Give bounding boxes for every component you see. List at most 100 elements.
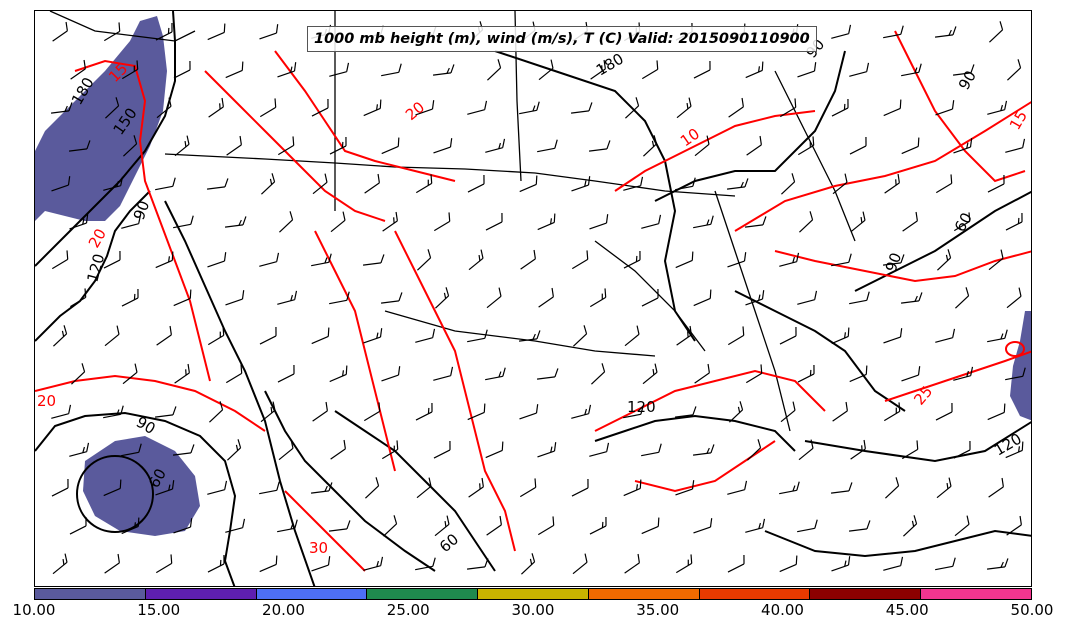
wind-barb <box>154 406 177 418</box>
wind-barb <box>121 517 140 535</box>
wind-barb <box>487 59 502 81</box>
wind-barb <box>174 363 190 384</box>
height-label-180-top: 180 <box>593 50 627 80</box>
height-contour-150 <box>35 11 176 267</box>
wind-barb <box>365 477 380 499</box>
wind-barb <box>1005 441 1024 459</box>
wind-barb <box>675 177 696 191</box>
wind-barb <box>538 59 554 81</box>
wind-barb <box>901 440 919 460</box>
temp-label-20-west: 20 <box>85 225 110 251</box>
wind-barb <box>415 402 433 421</box>
wind-barb <box>466 558 489 570</box>
wind-barb <box>209 401 224 423</box>
wind-barb <box>797 290 818 305</box>
wind-barb <box>103 176 124 191</box>
wind-speed-shading <box>35 16 1031 536</box>
colorbar-tick-label: 10.00 <box>12 601 56 619</box>
wind-barb <box>486 515 502 536</box>
wind-barb <box>952 64 975 76</box>
wind-barb <box>103 479 122 497</box>
colorbar-tick-label: 30.00 <box>511 601 555 619</box>
wind-barb <box>156 97 172 119</box>
wind-barb <box>728 97 744 118</box>
wind-barb <box>781 173 796 195</box>
wind-barb <box>103 405 124 419</box>
wind-barb <box>831 98 849 117</box>
temp-label-15-ne: 15 <box>1006 107 1031 133</box>
wind-barb <box>311 556 331 572</box>
wind-barb <box>121 288 139 307</box>
wind-barb <box>122 363 138 385</box>
wind-barb <box>693 518 713 534</box>
wind-barb <box>172 444 195 456</box>
wind-barb <box>69 214 89 230</box>
wind-barb <box>987 174 1005 193</box>
wind-barb <box>52 553 68 575</box>
wind-barb <box>883 99 902 117</box>
wind-barb <box>883 556 904 571</box>
height-label-120-w: 120 <box>83 252 108 284</box>
wind-barb <box>537 213 556 231</box>
height-label-60-se: 60 <box>436 530 462 556</box>
wind-barb <box>51 250 69 270</box>
height-contour-east-120 <box>804 421 1031 463</box>
wind-barb <box>330 439 346 460</box>
colorbar-segment-3 <box>256 589 368 599</box>
wind-barb <box>363 402 381 422</box>
wind-barb <box>726 178 749 190</box>
wind-barb <box>729 401 744 423</box>
wind-barb <box>381 440 399 460</box>
wind-barb <box>642 363 658 385</box>
wind-barb <box>693 289 712 307</box>
height-label-60-ne: 60 <box>951 209 976 235</box>
wind-barb <box>676 325 692 346</box>
map-title-box: 1000 mb height (m), wind (m/s), T (C) Va… <box>307 26 817 52</box>
height-label-90-nw: 90 <box>130 198 153 222</box>
wind-barb <box>674 406 697 418</box>
wind-barb <box>69 516 87 535</box>
wind-barb <box>625 97 640 119</box>
temperature-contours <box>35 30 1031 572</box>
wind-barb <box>779 326 797 345</box>
wind-barb <box>277 136 295 156</box>
wind-barb <box>415 174 433 194</box>
wind-barb <box>380 292 403 304</box>
wind-barb <box>589 288 607 308</box>
wind-barb <box>121 443 142 457</box>
wind-barb <box>987 403 1006 421</box>
wind-barb <box>277 364 295 383</box>
wind-barb <box>485 367 506 381</box>
temp-label-10-n: 10 <box>677 125 703 151</box>
wind-barb <box>779 252 800 267</box>
height-contour-se-bottom <box>764 529 1031 558</box>
wind-barb <box>519 404 539 420</box>
wind-barb <box>329 62 350 77</box>
wind-barb <box>381 63 402 77</box>
wind-barb <box>831 253 852 267</box>
wind-barb <box>173 289 192 307</box>
height-contour-east-1 <box>734 290 906 412</box>
wind-barb <box>832 401 848 422</box>
wind-barb <box>207 326 225 346</box>
wind-barb <box>571 176 591 192</box>
wind-barb <box>259 481 280 495</box>
colorbar-segment-7 <box>699 589 811 599</box>
wind-fill-east <box>1010 311 1031 421</box>
wind-barb <box>623 405 644 419</box>
wind-barb <box>155 22 173 41</box>
wind-barb <box>624 325 640 347</box>
colorbar-segment-8 <box>810 589 922 599</box>
wind-barb <box>902 211 918 232</box>
wind-barb <box>1006 515 1022 536</box>
wind-barb <box>883 25 904 39</box>
wind-barb <box>225 61 244 79</box>
wind-barb <box>623 250 641 269</box>
wind-barb <box>207 23 226 41</box>
wind-barb <box>1006 287 1022 309</box>
wind-barb <box>155 480 175 496</box>
wind-barb <box>260 401 276 423</box>
wind-barb <box>468 477 484 498</box>
wind-barb <box>624 553 640 574</box>
wind-barb <box>121 214 142 229</box>
